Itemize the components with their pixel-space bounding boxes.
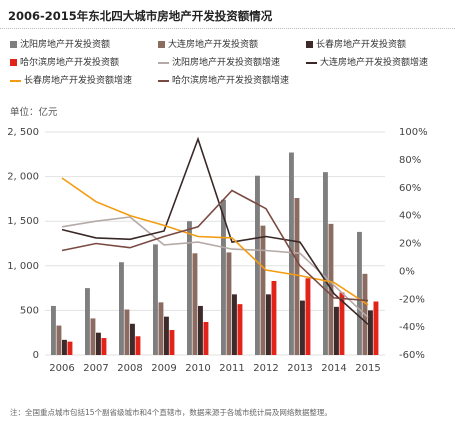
- bar-2010: [198, 305, 203, 355]
- bar-2010: [192, 253, 198, 355]
- legend-label: 哈尔滨房地产开发投资额: [20, 58, 120, 68]
- legend-swatch: [158, 41, 165, 48]
- bar-2008: [119, 262, 124, 355]
- bar-2007: [96, 332, 101, 355]
- bar-2013: [289, 152, 294, 355]
- legend-item: 沈阳房地产开发投资额: [10, 37, 110, 50]
- legend-label: 沈阳房地产开发投资额增速: [172, 58, 281, 68]
- y2-tick-label: 40%: [399, 211, 421, 222]
- legend-swatch: [158, 79, 169, 82]
- bar-2008: [135, 336, 141, 355]
- legend-swatch: [306, 41, 313, 48]
- bar-2013: [305, 278, 311, 355]
- y-tick-label: 2, 000: [7, 172, 39, 183]
- bar-2015: [357, 231, 362, 355]
- legend-item: 大连房地产开发投资额: [158, 37, 258, 50]
- y-tick-label: 1, 500: [7, 216, 39, 227]
- chart-title: 2006-2015年东北四大城市房地产开发投资额情况: [8, 9, 273, 23]
- bar-2009: [164, 316, 169, 355]
- y2-tick-label: 0%: [399, 266, 415, 277]
- x-tick-label: 2015: [355, 363, 380, 374]
- bar-2012: [266, 294, 271, 355]
- legend-item: 大连房地产开发投资额增速: [306, 55, 428, 68]
- legend-label: 大连房地产开发投资额增速: [320, 58, 429, 68]
- x-tick-label: 2012: [253, 363, 278, 374]
- growth-line: [61, 177, 369, 306]
- legend-item: 沈阳房地产开发投资额增速: [158, 55, 280, 68]
- x-tick-label: 2011: [219, 363, 244, 374]
- legend-label: 长春房地产开发投资额: [316, 40, 407, 50]
- growth-line: [61, 136, 369, 325]
- bar-2007: [90, 318, 96, 355]
- bar-2007: [101, 338, 107, 355]
- bar-2012: [260, 225, 266, 355]
- bar-2006: [51, 305, 56, 355]
- legend-item: 长春房地产开发投资额: [306, 37, 406, 50]
- y2-tick-label: 100%: [399, 127, 428, 138]
- bar-2011: [237, 304, 243, 355]
- bar-2013: [300, 300, 305, 355]
- x-tick-label: 2009: [151, 363, 176, 374]
- bar-2014: [339, 292, 345, 355]
- y-tick-label: 0: [33, 350, 39, 361]
- growth-line: [61, 216, 369, 318]
- y2-tick-label: -20%: [399, 294, 425, 305]
- y2-tick-label: 80%: [399, 155, 421, 166]
- bar-2007: [85, 288, 90, 355]
- legend-label: 哈尔滨房地产开发投资额增速: [172, 76, 290, 86]
- x-tick-label: 2006: [49, 363, 74, 374]
- x-tick-label: 2008: [117, 363, 142, 374]
- bar-2006: [67, 341, 73, 355]
- bar-2014: [334, 306, 339, 355]
- bar-2011: [221, 199, 226, 355]
- bar-2011: [232, 294, 237, 355]
- bar-2008: [124, 309, 130, 355]
- y-tick-label: 2, 500: [7, 127, 39, 138]
- y2-tick-label: 60%: [399, 183, 421, 194]
- legend-label: 长春房地产开发投资额增速: [24, 76, 133, 86]
- legend-swatch: [10, 59, 17, 66]
- bar-2015: [373, 301, 379, 355]
- y2-tick-label: -60%: [399, 350, 425, 361]
- legend-label: 大连房地产开发投资额: [168, 40, 259, 50]
- bar-2009: [158, 302, 164, 355]
- x-tick-label: 2007: [83, 363, 108, 374]
- unit-label: 单位：亿元: [10, 107, 58, 118]
- title-divider: [0, 28, 455, 29]
- legend-item: 哈尔滨房地产开发投资额增速: [158, 73, 289, 86]
- legend-swatch: [158, 61, 169, 64]
- legend-label: 沈阳房地产开发投资额: [20, 40, 111, 50]
- legend-item: 哈尔滨房地产开发投资额: [10, 55, 119, 68]
- bar-2013: [294, 198, 300, 355]
- growth-line: [61, 189, 369, 302]
- bar-2011: [226, 252, 232, 355]
- bar-2015: [368, 310, 373, 355]
- y-tick-label: 1, 000: [7, 261, 39, 272]
- bar-2006: [62, 339, 67, 355]
- bar-2014: [323, 172, 328, 355]
- bar-2008: [130, 323, 135, 355]
- x-tick-label: 2014: [321, 363, 346, 374]
- legend-item: 长春房地产开发投资额增速: [10, 73, 132, 86]
- bar-2010: [187, 221, 192, 355]
- legend-swatch: [10, 79, 21, 82]
- bar-2009: [153, 244, 158, 355]
- y2-tick-label: -40%: [399, 322, 425, 333]
- bar-2012: [255, 175, 260, 355]
- x-tick-label: 2013: [287, 363, 312, 374]
- bar-2006: [56, 325, 62, 355]
- bar-2010: [203, 321, 209, 355]
- x-tick-label: 2010: [185, 363, 210, 374]
- y-tick-label: 500: [20, 305, 39, 316]
- bar-2012: [271, 280, 277, 355]
- legend-swatch: [10, 41, 17, 48]
- bar-2009: [169, 330, 175, 355]
- footnote: 注：全国重点城市包括15个副省级城市和4个直辖市，数据来源于各城市统计局及网络数…: [10, 408, 332, 417]
- y2-tick-label: 20%: [399, 239, 421, 250]
- legend-swatch: [306, 61, 317, 64]
